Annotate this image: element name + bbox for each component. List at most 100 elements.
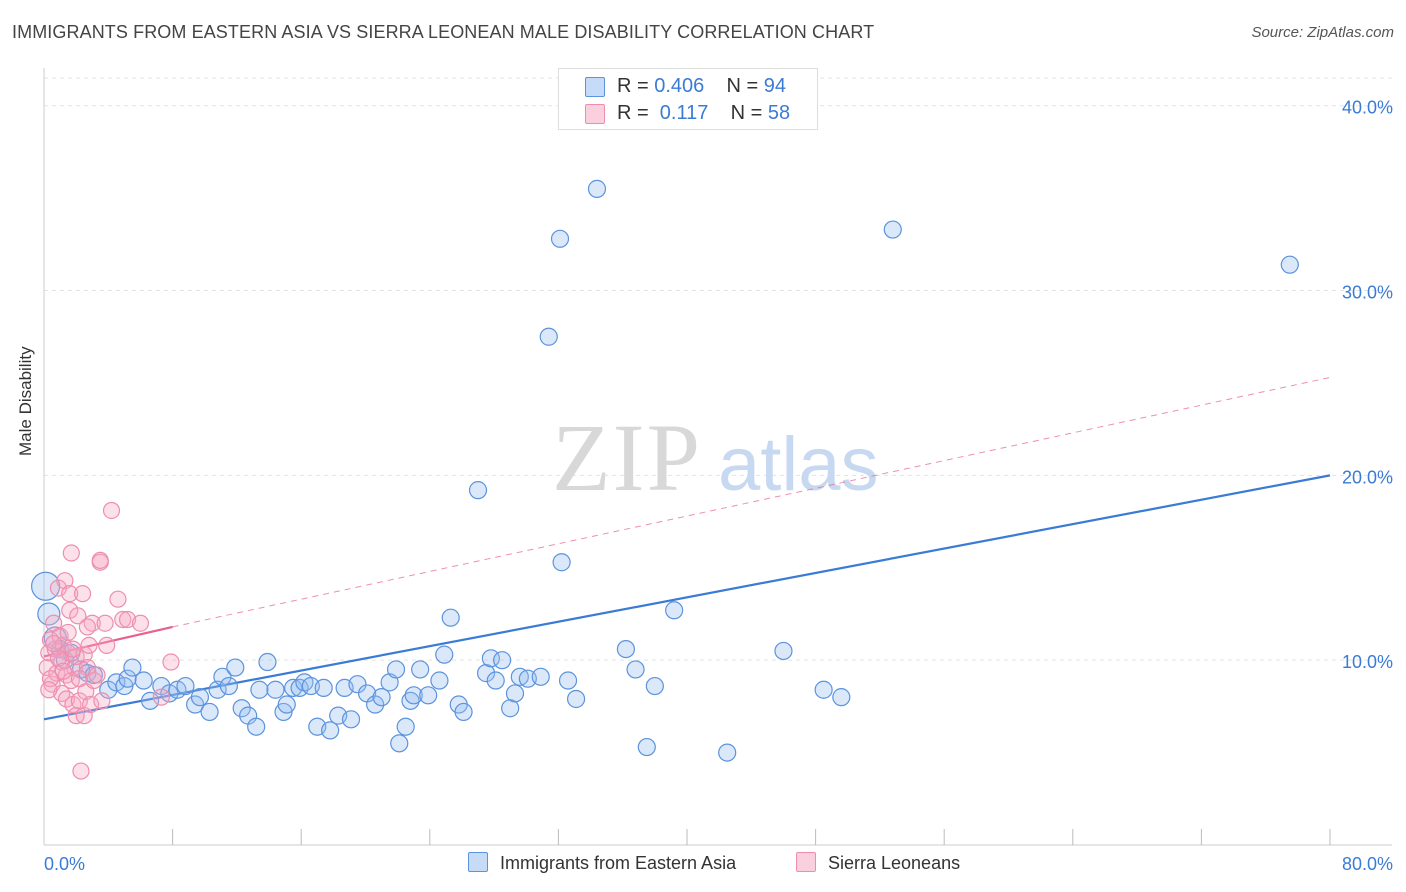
scatter-point: [411, 660, 430, 679]
scatter-point: [232, 699, 251, 718]
scatter-point: [56, 572, 74, 590]
scatter-point: [372, 688, 391, 707]
scatter-point: [37, 602, 61, 626]
scatter-point: [314, 678, 333, 698]
scatter-point: [140, 691, 160, 710]
scatter-point: [341, 710, 361, 729]
bottom-legend-sierra-leonean: Sierra Leoneans: [796, 852, 960, 874]
scatter-point: [80, 636, 98, 654]
scatter-point: [626, 660, 645, 679]
scatter-point: [98, 636, 116, 654]
scatter-point: [1280, 255, 1299, 274]
watermark-atlas: atlas: [718, 422, 879, 507]
scatter-point: [468, 481, 488, 500]
legend-n-label: N =: [726, 75, 764, 97]
watermark: ZIP atlas: [552, 404, 879, 511]
scatter-point: [61, 585, 79, 603]
scatter-point: [774, 641, 793, 661]
legend-swatch-pink: [585, 104, 605, 124]
scatter-point: [493, 651, 512, 670]
scatter-point: [645, 676, 664, 696]
scatter-point: [505, 684, 525, 703]
scatter-point: [539, 327, 558, 346]
legend-r-label: R =: [617, 75, 655, 97]
scatter-point: [637, 737, 656, 757]
y-tick-label: 20.0%: [1342, 467, 1393, 487]
scatter-point: [550, 229, 570, 248]
scatter-point: [93, 692, 111, 710]
legend-r-value: 0.117: [654, 102, 709, 124]
scatter-point: [45, 634, 63, 653]
scatter-point: [109, 590, 127, 608]
scatter-point: [481, 649, 500, 668]
legend-r-label: R =: [617, 102, 655, 124]
scatter-point: [566, 689, 586, 709]
scatter-point: [176, 676, 195, 696]
scatter-point: [114, 610, 132, 629]
scatter-point: [69, 607, 87, 625]
scatter-point: [441, 608, 460, 627]
scatter-point: [396, 717, 415, 736]
scatter-point: [258, 652, 277, 672]
scatter-point: [219, 676, 238, 696]
scatter-point: [616, 639, 636, 659]
scatter-point: [321, 721, 340, 740]
series-sierra-leonean: [38, 501, 180, 780]
scatter-point: [40, 681, 58, 699]
scatter-point: [366, 695, 385, 714]
scatter-point: [78, 618, 97, 636]
scatter-point: [401, 691, 420, 710]
scatter-point: [430, 671, 449, 690]
x-tick-label: 80.0%: [1342, 854, 1393, 874]
scatter-point: [73, 585, 92, 603]
scatter-point: [53, 684, 71, 703]
legend-text: R = 0.406 N = 94: [617, 75, 786, 98]
scatter-point: [454, 702, 473, 722]
tick-labels: 10.0% 20.0% 30.0% 40.0% 0.0% 80.0%: [44, 98, 1393, 874]
axes: [43, 68, 1392, 846]
source-note: Source: ZipAtlas.com: [1251, 24, 1394, 41]
scatter-point: [552, 553, 571, 572]
scatter-point: [718, 743, 737, 762]
y-tick-label: 40.0%: [1342, 98, 1393, 118]
scatter-point: [96, 614, 114, 632]
bottom-legend-swatch-blue: [468, 852, 488, 872]
y-axis-label: Male Disability: [16, 346, 35, 456]
scatter-point: [91, 551, 109, 569]
chart-title: IMMIGRANTS FROM EASTERN ASIA VS SIERRA L…: [12, 22, 875, 42]
scatter-point: [62, 544, 80, 562]
scatter-point: [200, 702, 219, 722]
scatter-point: [226, 658, 245, 677]
scatter-point: [82, 695, 100, 714]
legend-n-value: 94: [763, 75, 787, 97]
scatter-point: [123, 658, 142, 677]
scatter-point: [213, 667, 232, 686]
y-tick-label: 10.0%: [1342, 652, 1393, 672]
trend-line-eastern-asia: [43, 474, 1331, 721]
scatter-point: [250, 680, 269, 699]
scatter-point: [348, 675, 367, 694]
scatter-points: [31, 179, 1299, 780]
scatter-point: [531, 667, 550, 686]
correlation-legend: R = 0.406 N = 94 R = 0.117 N = 58: [558, 68, 818, 130]
scatter-point: [386, 660, 406, 679]
scatter-point: [88, 666, 106, 684]
scatter-point: [832, 688, 851, 707]
scatter-point: [64, 640, 82, 658]
scatter-point: [59, 623, 77, 642]
legend-n-value: 58: [767, 102, 791, 124]
scatter-point: [131, 614, 150, 632]
scatter-point: [390, 734, 409, 753]
scatter-point: [665, 601, 684, 620]
scatter-point: [72, 762, 90, 780]
scatter-point: [85, 671, 103, 690]
scatter-point: [102, 501, 121, 520]
scatter-point: [587, 179, 607, 198]
x-tick-label: 0.0%: [44, 854, 85, 874]
scatter-point: [277, 695, 296, 714]
scatter-point: [266, 680, 285, 699]
scatter-point: [814, 680, 833, 699]
scatter-point: [118, 669, 137, 688]
bottom-legend-eastern-asia: Immigrants from Eastern Asia: [468, 852, 736, 874]
